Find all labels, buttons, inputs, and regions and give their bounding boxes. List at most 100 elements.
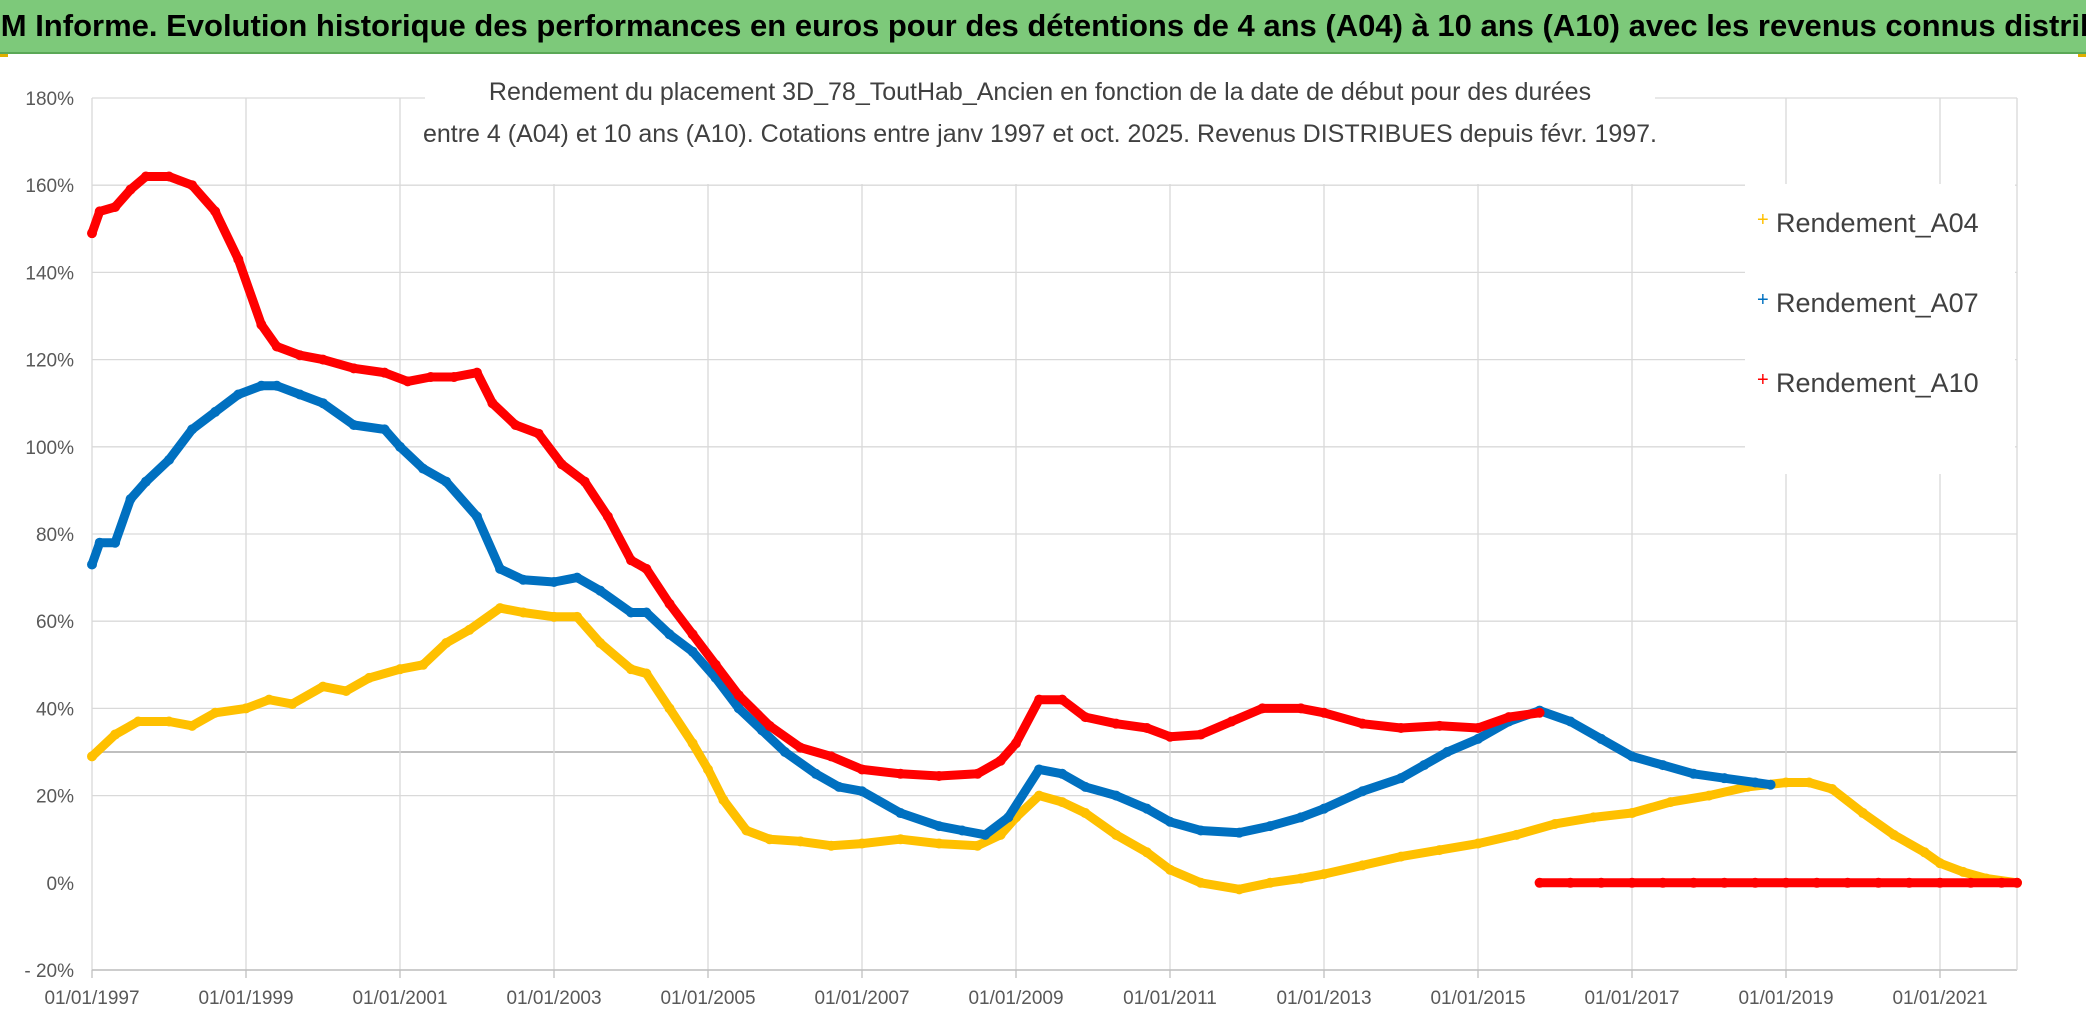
point-rendement-a07: [1080, 781, 1091, 792]
point-rendement-a04: [972, 840, 983, 851]
y-tick-label: 40%: [36, 699, 74, 720]
legend-item-a04: + Rendement_A04: [1757, 208, 1979, 238]
point-rendement-a07: [733, 703, 744, 714]
point-rendement-a10-flat: [1719, 877, 1730, 888]
point-rendement-a04: [1034, 790, 1045, 801]
point-rendement-a07: [125, 494, 136, 505]
point-rendement-a07: [857, 786, 867, 797]
point-rendement-a04: [1473, 838, 1483, 849]
point-rendement-a04: [934, 838, 944, 849]
point-rendement-a10: [1396, 723, 1406, 734]
point-rendement-a10: [1295, 703, 1306, 714]
point-rendement-a10: [664, 598, 675, 609]
legend-label-a07: Rendement_A07: [1776, 288, 1979, 318]
point-rendement-a04: [1704, 790, 1714, 801]
point-rendement-a10: [857, 764, 867, 775]
point-rendement-a10: [1080, 712, 1091, 723]
point-rendement-a07: [1295, 812, 1306, 823]
point-rendement-a07: [1473, 733, 1483, 744]
point-rendement-a04: [1627, 808, 1637, 819]
point-rendement-a07: [810, 768, 821, 779]
point-rendement-a07: [271, 380, 282, 391]
point-rendement-a10: [1357, 718, 1368, 729]
point-rendement-a10: [233, 254, 244, 265]
point-rendement-a10-flat: [1750, 877, 1761, 888]
point-rendement-a10: [125, 184, 136, 195]
point-rendement-a07: [318, 398, 328, 409]
point-rendement-a04: [1804, 777, 1815, 788]
point-rendement-a10: [448, 372, 459, 383]
point-rendement-a04: [495, 603, 506, 614]
legend-marker-a10: +: [1757, 369, 1769, 391]
point-rendement-a10: [972, 768, 983, 779]
point-rendement-a07: [348, 420, 359, 430]
point-rendement-a04: [287, 699, 298, 710]
y-tick-label: 120%: [25, 351, 74, 372]
point-rendement-a04: [210, 707, 221, 718]
point-rendement-a10: [710, 659, 721, 670]
point-rendement-a04: [1888, 829, 1899, 840]
point-rendement-a04: [741, 825, 752, 836]
series-rendement-a10: [87, 172, 1545, 781]
point-rendement-a10: [1503, 712, 1514, 723]
point-rendement-a10: [1434, 720, 1445, 731]
point-rendement-a04: [1165, 864, 1175, 875]
point-rendement-a10: [1141, 723, 1152, 734]
point-rendement-a04: [441, 638, 452, 648]
point-rendement-a07: [626, 607, 636, 618]
point-rendement-a07: [1627, 751, 1637, 762]
corner-mark: [2078, 54, 2086, 57]
y-tick-label: 100%: [25, 438, 74, 459]
point-rendement-a10: [87, 228, 97, 239]
point-rendement-a07: [957, 825, 968, 836]
point-rendement-a07: [1719, 773, 1730, 784]
point-rendement-a10: [164, 171, 174, 182]
grid-layer: - 20% 0% 20% 40% 60% 80% 100% 120% 140% 160% 180% 0…: [24, 89, 2018, 1009]
point-rendement-a10: [1057, 694, 1068, 705]
point-rendement-a10-flat: [1811, 877, 1822, 888]
point-rendement-a07: [1396, 773, 1406, 784]
point-rendement-a07: [549, 576, 559, 587]
point-rendement-a10-flat: [1873, 877, 1884, 888]
point-rendement-a07: [1442, 747, 1453, 757]
point-rendement-a04: [1550, 818, 1560, 829]
performance-chart: - 20% 0% 20% 40% 60% 80% 100% 120% 140% 160% 180% 0…: [24, 72, 2022, 1009]
point-rendement-a10: [1473, 723, 1483, 734]
y-tick-label: - 20%: [24, 961, 74, 982]
point-rendement-a04: [110, 729, 121, 740]
point-rendement-a10-flat: [1965, 877, 1976, 888]
point-rendement-a10: [626, 555, 636, 566]
point-rendement-a07: [1657, 760, 1668, 771]
point-rendement-a04: [318, 681, 328, 692]
point-rendement-a07: [94, 537, 105, 548]
point-rendement-a10-flat: [1596, 877, 1607, 888]
point-rendement-a04: [364, 672, 375, 683]
point-rendement-a07: [140, 476, 151, 487]
point-rendement-a10: [934, 770, 944, 781]
legend-marker-a07: +: [1757, 289, 1769, 311]
chart-title-line-2: entre 4 (A04) et 10 ans (A10). Cotations…: [423, 120, 1657, 148]
y-tick-label: 140%: [25, 263, 74, 284]
point-rendement-a07: [164, 454, 174, 465]
point-rendement-a10: [318, 354, 328, 365]
point-rendement-a10: [641, 563, 652, 574]
point-rendement-a10: [1011, 738, 1021, 749]
point-rendement-a07: [110, 537, 121, 548]
point-rendement-a10: [348, 363, 359, 374]
point-rendement-a07: [1195, 825, 1206, 836]
point-rendement-a04: [1295, 873, 1306, 884]
point-rendement-a07: [595, 585, 606, 596]
point-rendement-a04: [1396, 851, 1406, 862]
point-rendement-a10: [733, 690, 744, 701]
point-rendement-a07: [418, 463, 429, 474]
point-rendement-a10: [995, 755, 1006, 766]
point-rendement-a04: [1057, 797, 1068, 808]
point-rendement-a10: [1226, 716, 1237, 727]
point-rendement-a04: [703, 764, 713, 775]
point-rendement-a04: [664, 703, 675, 714]
point-rendement-a10: [271, 341, 282, 352]
point-rendement-a04: [718, 794, 729, 805]
point-rendement-a04: [572, 611, 583, 622]
chart-title-line-1: Rendement du placement 3D_78_ToutHab_Anc…: [489, 78, 1591, 106]
point-rendement-a07: [395, 441, 405, 452]
